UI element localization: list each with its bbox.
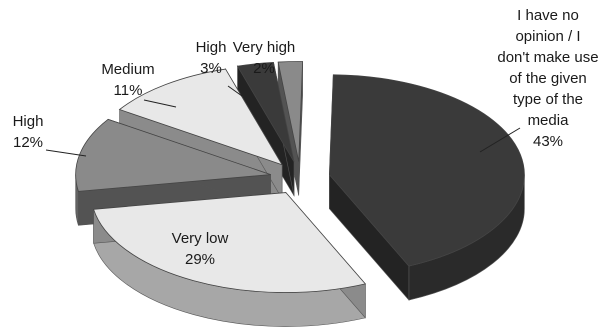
slice-label-4: High 3% — [196, 39, 227, 77]
slice-label-3: Medium 11% — [101, 61, 154, 99]
pie-slice-4 — [236, 61, 295, 163]
slice-label-line: High — [13, 113, 44, 130]
slice-label-line: High — [196, 39, 227, 56]
slice-label-line: of the given — [509, 70, 587, 87]
pie-slice-3 — [118, 68, 283, 166]
slice-label-line: Very high — [233, 39, 296, 56]
pie-slice-5 — [277, 61, 304, 162]
slice-label-line: Medium — [101, 61, 154, 78]
slice-label-0: I have no opinion / I don't make use of the… — [497, 7, 598, 150]
slice-label-line: don't make use — [497, 49, 598, 66]
leader-line-3 — [143, 99, 177, 108]
slice-label-line: 11% — [114, 82, 143, 99]
leader-line-0 — [479, 127, 521, 153]
slice-label-line: I have no — [517, 7, 579, 24]
slice-label-1: Very low 29% — [172, 230, 229, 268]
slice-label-line: 43% — [533, 133, 563, 150]
slice-label-line: media — [528, 112, 570, 129]
pie-slice-2 — [75, 118, 271, 192]
slice-label-line: type of the — [513, 91, 583, 108]
slice-label-line: 29% — [185, 251, 215, 268]
slice-label-line: 12% — [13, 134, 43, 151]
slice-labels: I have no opinion / I don't make use of the… — [13, 7, 599, 268]
slice-label-line: 2% — [253, 60, 275, 77]
slice-label-line: opinion / I — [515, 28, 580, 45]
leader-lines — [45, 85, 521, 157]
pie-slice-0 — [328, 74, 525, 267]
slice-label-line: 3% — [200, 60, 222, 77]
slice-label-5: Very high 2% — [233, 39, 296, 77]
leader-line-2 — [45, 149, 87, 157]
slice-label-line: Very low — [172, 230, 229, 247]
pie-slice-1 — [93, 192, 367, 293]
leader-line-4 — [227, 85, 243, 97]
slice-label-2: High 12% — [13, 113, 44, 151]
slice-tops — [75, 61, 525, 293]
